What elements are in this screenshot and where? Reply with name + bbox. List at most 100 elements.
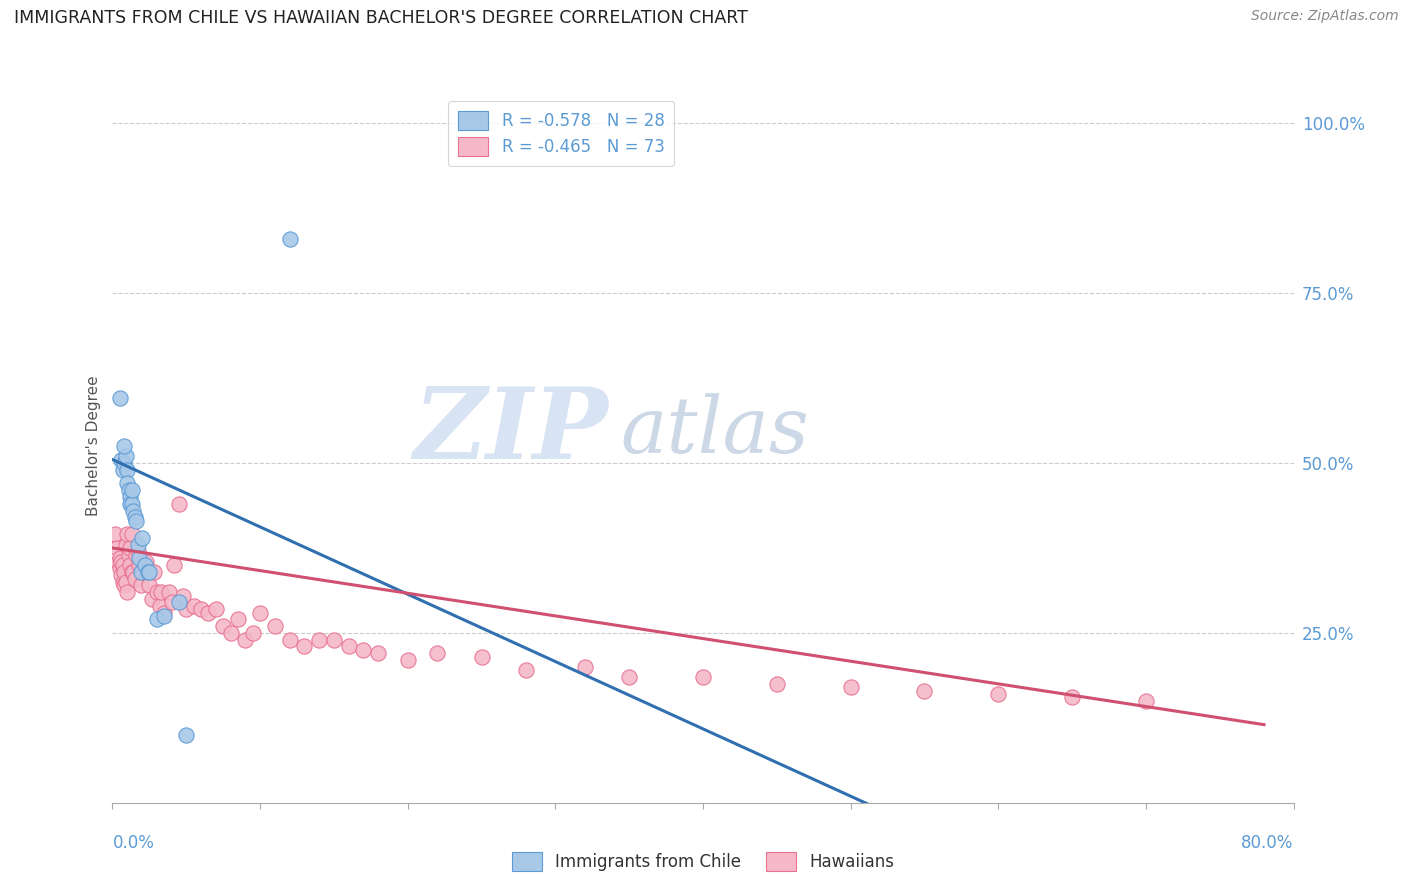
Point (146, 585, 169, 599)
Legend: Immigrants from Chile, Hawaiians: Immigrants from Chile, Hawaiians (503, 843, 903, 880)
Point (174, 602, 197, 616)
Point (111, 463, 134, 477)
Point (121, 565, 143, 579)
Point (153, 608, 176, 623)
Point (124, 572, 146, 586)
Point (141, 591, 163, 606)
Point (153, 606, 176, 620)
Point (131, 531, 153, 545)
Point (111, 558, 134, 572)
Point (134, 558, 156, 572)
Text: IMMIGRANTS FROM CHILE VS HAWAIIAN BACHELOR'S DEGREE CORRELATION CHART: IMMIGRANTS FROM CHILE VS HAWAIIAN BACHEL… (14, 9, 748, 27)
Point (134, 558, 156, 572)
Text: 0.0%: 0.0% (112, 834, 155, 852)
Point (146, 612, 169, 626)
Point (337, 640, 360, 654)
Point (105, 541, 128, 555)
Point (987, 687, 1010, 701)
Point (367, 646, 389, 660)
Y-axis label: Bachelor's Degree: Bachelor's Degree (86, 376, 101, 516)
Point (278, 632, 301, 647)
Point (1062, 690, 1084, 705)
Point (118, 483, 141, 498)
Point (136, 565, 159, 579)
Point (121, 527, 143, 541)
Text: Source: ZipAtlas.com: Source: ZipAtlas.com (1251, 9, 1399, 23)
Point (125, 514, 148, 528)
Point (233, 632, 256, 647)
Point (129, 578, 152, 592)
Point (129, 565, 152, 579)
Point (249, 606, 271, 620)
Point (120, 490, 142, 504)
Point (197, 606, 219, 620)
Point (172, 589, 194, 603)
Point (426, 646, 449, 660)
Point (131, 565, 153, 579)
Point (914, 683, 936, 698)
Point (120, 558, 142, 572)
Point (110, 452, 132, 467)
Point (839, 680, 862, 694)
Point (212, 619, 235, 633)
Point (183, 599, 205, 613)
Point (107, 555, 129, 569)
Point (114, 537, 136, 551)
Point (122, 565, 145, 579)
Text: atlas: atlas (620, 393, 808, 470)
Point (112, 439, 135, 453)
Point (219, 626, 242, 640)
Point (112, 578, 135, 592)
Point (515, 663, 537, 677)
Point (138, 578, 160, 592)
Point (112, 565, 135, 579)
Point (323, 632, 346, 647)
Point (127, 544, 149, 558)
Point (125, 548, 148, 562)
Point (117, 463, 138, 477)
Point (157, 585, 180, 599)
Point (619, 670, 641, 684)
Point (112, 456, 135, 470)
Point (174, 728, 197, 742)
Legend: R = -0.578   N = 28, R = -0.465   N = 73: R = -0.578 N = 28, R = -0.465 N = 73 (449, 101, 675, 166)
Point (110, 555, 132, 569)
Point (396, 653, 419, 667)
Point (124, 510, 146, 524)
Point (117, 585, 138, 599)
Point (104, 527, 127, 541)
Point (117, 527, 138, 541)
Point (108, 392, 131, 406)
Point (128, 558, 150, 572)
Point (292, 640, 315, 654)
Point (167, 497, 190, 511)
Point (142, 565, 165, 579)
Point (117, 476, 138, 491)
Point (122, 503, 145, 517)
Point (692, 670, 714, 684)
Point (120, 541, 142, 555)
Point (108, 551, 131, 566)
Point (163, 558, 186, 572)
Text: 80.0%: 80.0% (1241, 834, 1294, 852)
Point (111, 574, 134, 589)
Point (574, 660, 596, 674)
Point (226, 612, 249, 626)
Point (352, 643, 374, 657)
Point (470, 649, 494, 664)
Point (108, 561, 131, 575)
Point (242, 626, 264, 640)
Point (121, 483, 143, 498)
Point (118, 548, 141, 562)
Point (135, 555, 157, 569)
Point (167, 595, 190, 609)
Point (160, 595, 183, 609)
Point (114, 574, 136, 589)
Point (121, 497, 143, 511)
Point (138, 565, 160, 579)
Point (1135, 694, 1157, 708)
Point (114, 449, 136, 463)
Point (190, 602, 212, 616)
Point (308, 632, 330, 647)
Point (150, 585, 173, 599)
